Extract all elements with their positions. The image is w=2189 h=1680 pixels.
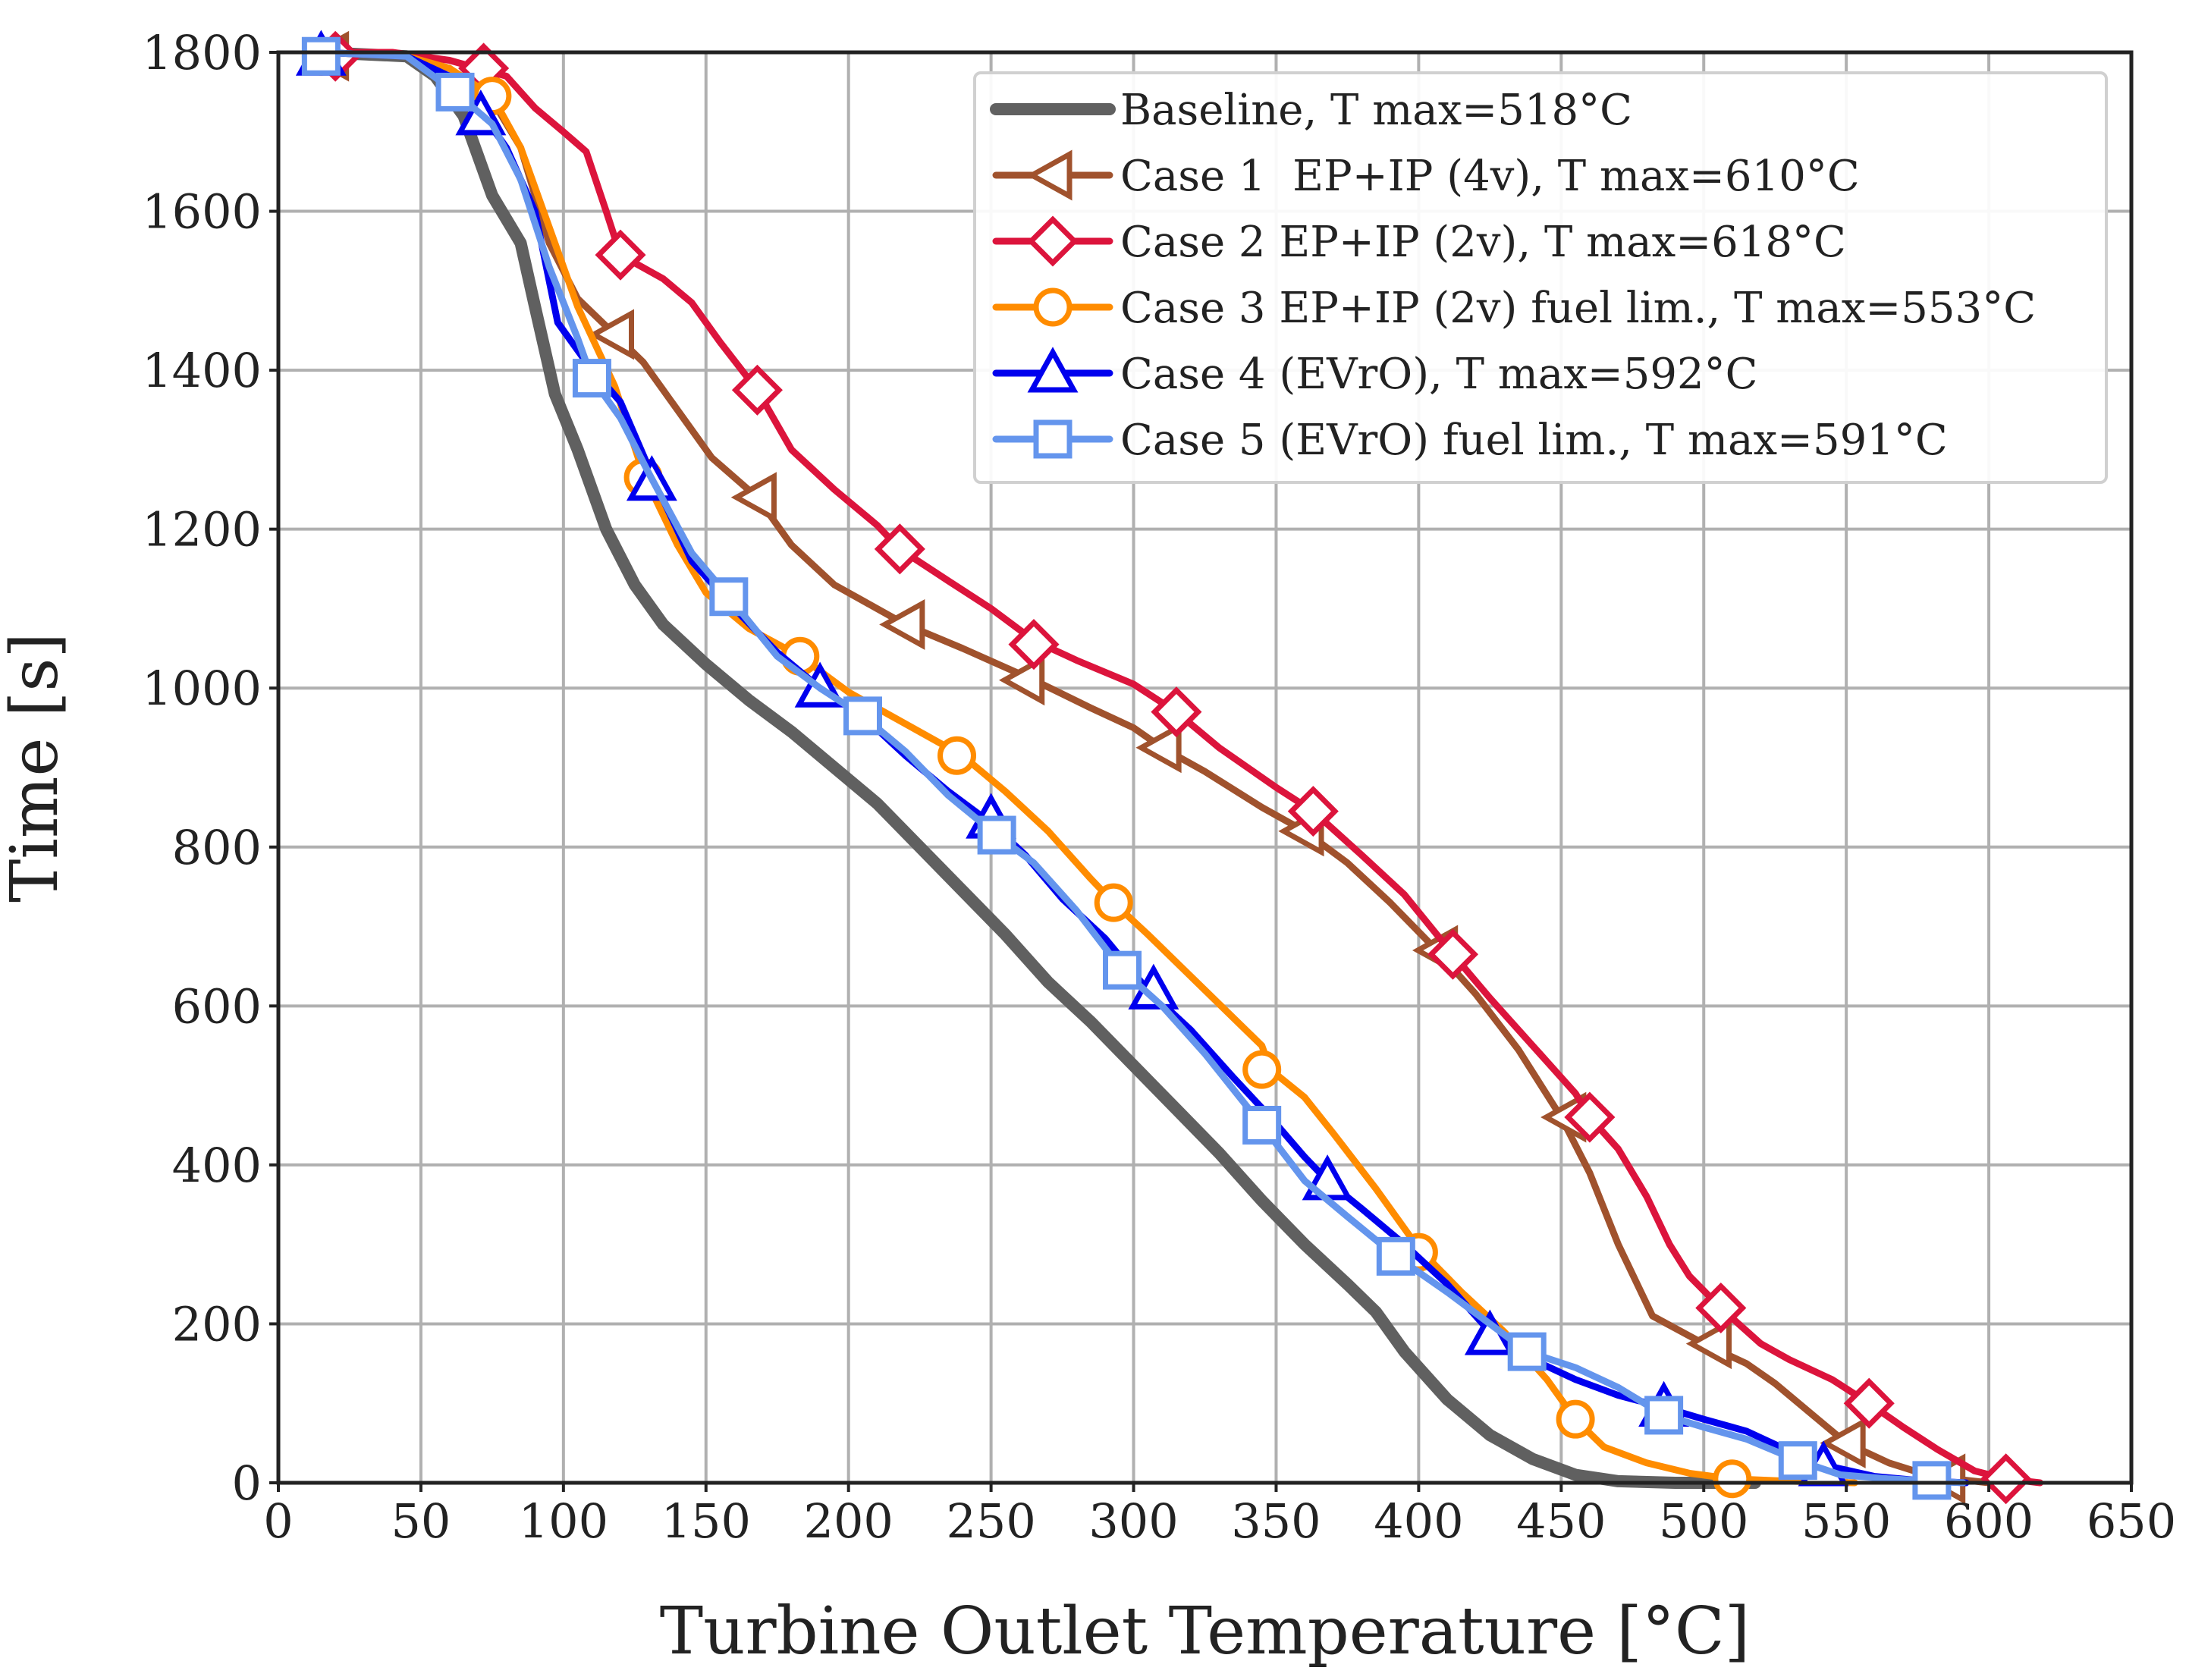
legend-marker: [1026, 149, 1073, 201]
series-0: [315, 46, 1761, 1489]
data-point: [1242, 1050, 1282, 1089]
data-point: [435, 72, 475, 111]
data-point: [1376, 1236, 1415, 1276]
data-point: [977, 815, 1016, 855]
data-point: [709, 577, 749, 617]
legend-entry: Case 3 EP+IP (2v) fuel lim., T max=553°C: [992, 284, 2036, 333]
data-point: [1135, 722, 1182, 774]
y-tick-label: 600: [172, 978, 262, 1034]
x-tick-label: 300: [1088, 1493, 1178, 1549]
data-point: [1094, 883, 1133, 922]
y-tick-label: 1000: [142, 661, 262, 716]
x-tick-label: 450: [1516, 1493, 1606, 1549]
legend-box: [973, 71, 2108, 484]
series-5: [301, 36, 1967, 1500]
legend: Baseline, T max=518°C Case 1 EP+IP (4v), …: [973, 71, 2108, 484]
data-point: [301, 36, 341, 76]
x-tick-label: 600: [1944, 1493, 2034, 1549]
data-point: [1564, 1091, 1616, 1143]
data-point: [937, 736, 977, 775]
data-point: [1008, 619, 1060, 670]
data-point: [874, 523, 925, 575]
data-point: [1912, 1461, 1952, 1500]
data-point: [1713, 1459, 1752, 1499]
x-tick-label: 100: [519, 1493, 608, 1549]
legend-entry: Case 1 EP+IP (4v), T max=610°C: [992, 149, 1860, 201]
legend-marker: [1033, 287, 1073, 327]
data-point: [1287, 786, 1339, 837]
axis-ticks: 0 50 100 150 200 250 300 350 400 450 500 550 600 650 0…: [142, 25, 2176, 1549]
data-point: [730, 472, 777, 523]
y-tick-label: 0: [232, 1455, 262, 1511]
legend-entry: Case 4 (EVrO), T max=592°C: [992, 347, 1758, 399]
data-point: [1151, 686, 1202, 738]
series-layer: [295, 30, 2044, 1505]
x-tick-label: 150: [661, 1493, 751, 1549]
y-axis-label: Time [s]: [0, 633, 73, 903]
data-point: [1644, 1396, 1684, 1435]
data-point: [843, 696, 882, 736]
x-tick-label: 500: [1659, 1493, 1748, 1549]
legend-label: Case 4 (EVrO), T max=592°C: [1120, 350, 1758, 399]
y-tick-label: 1200: [142, 502, 262, 557]
data-point: [1695, 1282, 1747, 1334]
data-point: [572, 359, 611, 398]
data-point: [1778, 1441, 1817, 1481]
data-point: [1843, 1377, 1895, 1429]
y-tick-label: 800: [172, 820, 262, 875]
y-tick-label: 1400: [142, 343, 262, 398]
y-tick-label: 1800: [142, 25, 262, 80]
data-point: [1507, 1332, 1547, 1371]
legend-entry: Baseline, T max=518°C: [990, 86, 1632, 135]
x-tick-label: 200: [804, 1493, 894, 1549]
legend-label: Case 2 EP+IP (2v), T max=618°C: [1120, 218, 1846, 267]
series-line: [317, 49, 1967, 1487]
data-point: [588, 309, 634, 360]
x-tick-label: 350: [1231, 1493, 1321, 1549]
series-line: [317, 49, 2044, 1487]
legend-label: Case 3 EP+IP (2v) fuel lim., T max=553°C: [1120, 284, 2036, 333]
data-point: [1685, 1318, 1732, 1370]
legend-marker: [1027, 215, 1079, 267]
x-axis-label: Turbine Outlet Temperature [°C]: [660, 1594, 1750, 1669]
legend-entry: Case 2 EP+IP (2v), T max=618°C: [992, 215, 1846, 267]
data-point: [1980, 1453, 2032, 1505]
x-tick-label: 650: [2087, 1493, 2176, 1549]
data-point: [1820, 1418, 1866, 1469]
legend-marker: [1027, 347, 1079, 393]
legend-entry: Case 5 (EVrO) fuel lim., T max=591°C: [992, 416, 1948, 465]
legend-marker: [1033, 419, 1073, 459]
data-point: [879, 598, 925, 650]
y-tick-label: 1600: [142, 184, 262, 240]
legend-label: Baseline, T max=518°C: [1120, 86, 1632, 135]
series-line: [315, 46, 1761, 1489]
data-point: [1427, 928, 1479, 980]
data-point: [1242, 1106, 1282, 1145]
x-tick-label: 250: [946, 1493, 1035, 1549]
x-tick-label: 50: [391, 1493, 451, 1549]
x-tick-label: 550: [1801, 1493, 1891, 1549]
legend-label: Case 5 (EVrO) fuel lim., T max=591°C: [1120, 416, 1948, 465]
plot-frame: [276, 50, 2134, 1485]
legend-label: Case 1 EP+IP (4v), T max=610°C: [1120, 152, 1860, 201]
data-point: [1103, 950, 1142, 990]
data-point: [1556, 1399, 1595, 1439]
y-tick-label: 200: [172, 1296, 262, 1352]
x-tick-label: 0: [263, 1493, 293, 1549]
x-tick-label: 400: [1374, 1493, 1463, 1549]
data-point: [731, 364, 783, 416]
data-point: [999, 655, 1045, 706]
data-point: [595, 229, 646, 281]
series-1: [303, 30, 2021, 1505]
y-tick-label: 400: [172, 1138, 262, 1193]
